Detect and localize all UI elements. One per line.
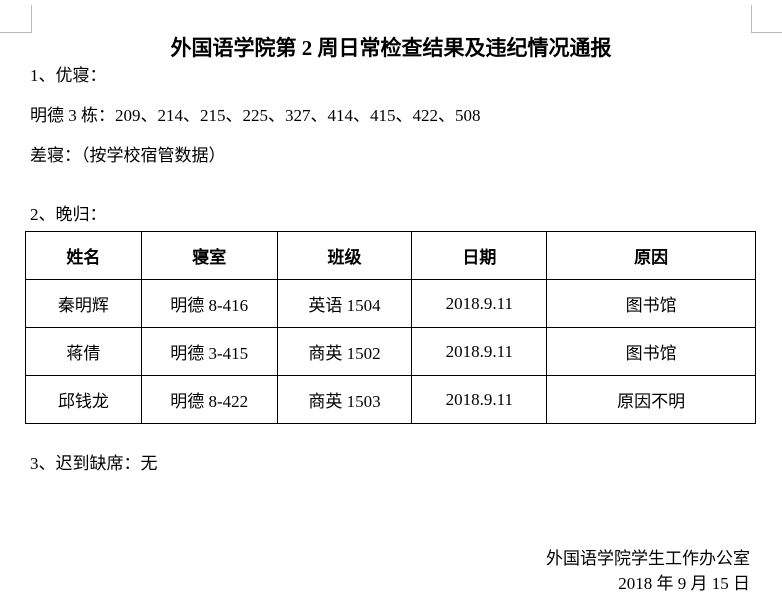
- cell-name: 蒋倩: [25, 327, 142, 376]
- section1-heading: 1、优寝：: [30, 66, 107, 85]
- table-row: 邱钱龙 明德 8-422 商英 1503 2018.9.11 原因不明: [25, 375, 756, 424]
- cell-date: 2018.9.11: [411, 375, 548, 424]
- cell-class: 商英 1503: [276, 375, 413, 424]
- cell-class: 商英 1502: [276, 327, 413, 376]
- table-row: 秦明辉 明德 8-416 英语 1504 2018.9.11 图书馆: [25, 279, 756, 328]
- cell-room: 明德 8-422: [140, 375, 278, 424]
- margin-mark-top-left-v: [31, 5, 32, 33]
- column-header: 寝室: [140, 231, 278, 280]
- bad-rooms: 差寝：（按学校宿管数据）: [30, 146, 226, 165]
- cell-room: 明德 3-415: [140, 327, 278, 376]
- section2-heading: 2、晚归：: [30, 205, 107, 224]
- table-row: 蒋倩 明德 3-415 商英 1502 2018.9.11 图书馆: [25, 327, 756, 376]
- column-header: 姓名: [25, 231, 142, 280]
- column-header: 班级: [276, 231, 413, 280]
- margin-mark-top-left-h: [0, 32, 31, 33]
- table-header-row: 姓名 寝室 班级 日期 原因: [25, 231, 756, 280]
- column-header: 日期: [411, 231, 548, 280]
- cell-reason: 图书馆: [546, 327, 756, 376]
- cell-reason: 原因不明: [546, 375, 756, 424]
- margin-mark-top-right-v: [751, 5, 752, 33]
- signature-date: 2018 年 9 月 15 日: [618, 574, 750, 593]
- cell-date: 2018.9.11: [411, 279, 548, 328]
- section3-heading: 3、迟到缺席：无: [30, 454, 158, 473]
- cell-room: 明德 8-416: [140, 279, 278, 328]
- cell-name: 邱钱龙: [25, 375, 142, 424]
- column-header: 原因: [546, 231, 756, 280]
- signature-office: 外国语学院学生工作办公室: [546, 549, 750, 568]
- cell-date: 2018.9.11: [411, 327, 548, 376]
- good-rooms: 明德 3 栋：209、214、215、225、327、414、415、422、5…: [30, 106, 481, 125]
- cell-class: 英语 1504: [276, 279, 413, 328]
- margin-mark-top-right-h: [751, 32, 782, 33]
- cell-name: 秦明辉: [25, 279, 142, 328]
- late-return-table: 姓名 寝室 班级 日期 原因 秦明辉 明德 8-416 英语 1504 2018…: [25, 231, 756, 424]
- document-title: 外国语学院第 2 周日常检查结果及违纪情况通报: [170, 36, 612, 60]
- cell-reason: 图书馆: [546, 279, 756, 328]
